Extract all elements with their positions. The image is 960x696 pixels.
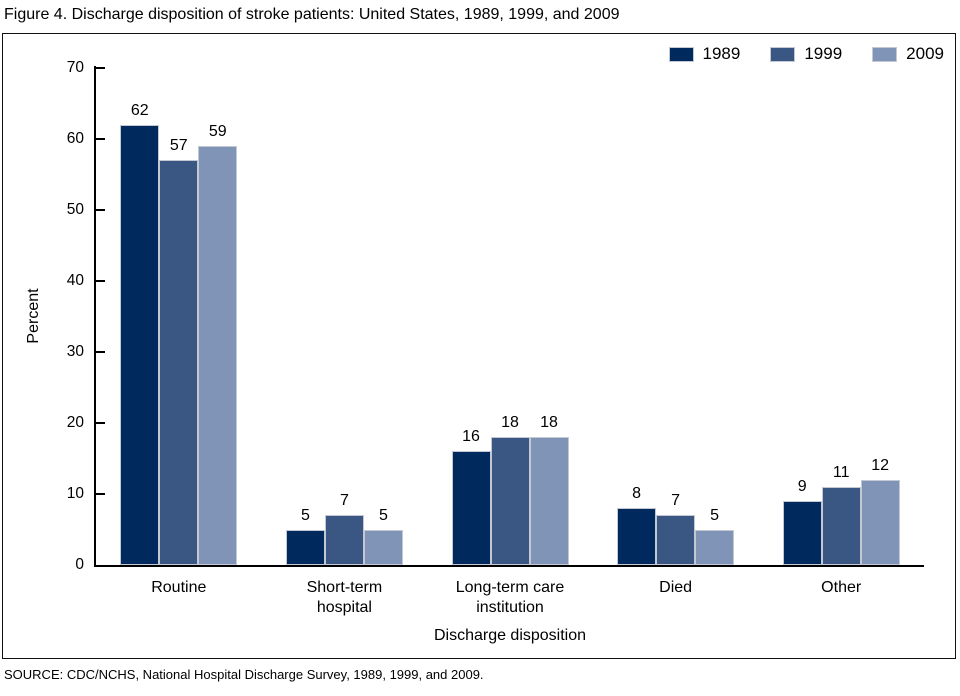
x-axis-title: Discharge disposition xyxy=(433,627,587,644)
legend-swatch-icon xyxy=(668,46,694,62)
bar xyxy=(821,486,861,565)
y-tick-label: 0 xyxy=(75,556,84,573)
bar xyxy=(120,124,160,565)
legend: 1989 1999 2009 xyxy=(668,44,944,64)
legend-item-2009: 2009 xyxy=(872,44,944,64)
bar xyxy=(159,160,199,565)
category-label: Short-term hospital xyxy=(306,579,383,616)
bar-value-label: 8 xyxy=(632,485,642,503)
y-tick xyxy=(96,280,105,282)
bar-value-label: 5 xyxy=(378,506,388,524)
category-label: Long-term care institution xyxy=(455,579,565,616)
bar xyxy=(285,529,325,565)
y-axis-title: Percent xyxy=(25,288,42,344)
legend-swatch-icon xyxy=(872,46,898,62)
bar xyxy=(529,437,569,565)
bar xyxy=(198,146,238,565)
x-axis-line xyxy=(94,565,924,567)
legend-item-1989: 1989 xyxy=(668,44,741,64)
y-tick-label: 70 xyxy=(66,59,84,76)
bar-value-label: 16 xyxy=(462,428,480,446)
bar-value-label: 18 xyxy=(540,414,558,432)
figure-title: Figure 4. Discharge disposition of strok… xyxy=(4,6,620,23)
y-tick-label: 20 xyxy=(66,414,84,431)
bar-value-label: 7 xyxy=(671,492,681,510)
bar-value-label: 12 xyxy=(871,456,890,474)
y-tick-label: 60 xyxy=(66,130,84,147)
bar xyxy=(695,529,735,565)
source-note: SOURCE: CDC/NCHS, National Hospital Disc… xyxy=(4,667,484,682)
bar-value-label: 62 xyxy=(130,101,149,119)
bar xyxy=(617,508,657,565)
bar-value-label: 18 xyxy=(501,414,519,432)
bar xyxy=(860,479,900,565)
bar xyxy=(324,515,364,565)
bar xyxy=(782,501,822,565)
y-tick xyxy=(96,67,105,69)
y-tick-label: 30 xyxy=(66,343,84,360)
y-axis-line xyxy=(94,66,96,567)
y-tick xyxy=(96,422,105,424)
legend-label: 2009 xyxy=(906,44,944,63)
legend-item-1999: 1999 xyxy=(770,44,842,64)
bar-value-label: 9 xyxy=(797,478,807,496)
y-tick-label: 40 xyxy=(66,272,84,289)
y-tick xyxy=(96,209,105,211)
legend-swatch-icon xyxy=(770,46,796,62)
bar-value-label: 5 xyxy=(710,506,720,524)
legend-label: 1989 xyxy=(702,44,741,63)
y-tick-label: 10 xyxy=(66,485,84,502)
bar xyxy=(451,451,491,565)
category-label: Died xyxy=(659,579,693,596)
category-label: Routine xyxy=(151,579,207,596)
bar-value-label: 7 xyxy=(339,492,349,510)
bar xyxy=(363,529,403,565)
legend-label: 1999 xyxy=(804,44,843,63)
bar-value-label: 5 xyxy=(300,506,310,524)
y-tick-label: 50 xyxy=(66,201,84,218)
bar-value-label: 57 xyxy=(169,137,188,155)
bar-value-label: 59 xyxy=(208,123,227,141)
bar xyxy=(656,515,696,565)
bar xyxy=(490,437,530,565)
category-label: Other xyxy=(821,579,862,596)
y-tick xyxy=(96,493,105,495)
bar-value-label: 11 xyxy=(832,463,850,481)
y-tick xyxy=(96,138,105,140)
y-tick xyxy=(96,351,105,353)
